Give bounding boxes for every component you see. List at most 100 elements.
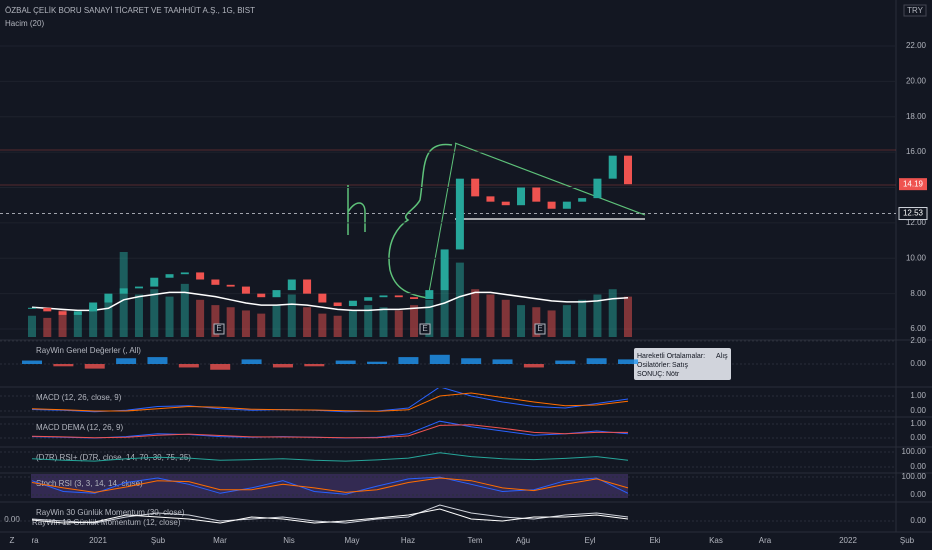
volume-bar	[28, 315, 36, 337]
candle	[455, 178, 464, 250]
volume-bar	[547, 310, 556, 337]
drawn-brace	[388, 143, 453, 299]
histogram-bar	[492, 359, 513, 364]
pane-title: Stoch RSI (3, 3, 14, 14, close)	[36, 479, 143, 488]
volume-bar	[425, 299, 434, 337]
y-tick-label: 0.00	[910, 359, 926, 368]
pane-title: RayWin 30 Günlük Momentum (30, close)	[36, 508, 185, 517]
volume-bar	[348, 310, 357, 337]
volume-bar	[58, 310, 67, 337]
histogram-bar	[116, 358, 137, 364]
tooltip: Hareketli Ortalamalar: Alış Osilatörler:…	[634, 348, 731, 380]
histogram-bar	[210, 364, 231, 370]
volume-bar	[241, 310, 250, 337]
y-tick-label: 0.00	[910, 516, 926, 525]
tooltip-key: Hareketli Ortalamalar:	[637, 353, 705, 360]
histogram-bar	[22, 360, 42, 364]
y-tick-label: 100.00	[902, 472, 927, 481]
histogram-bar	[304, 364, 325, 367]
candle	[562, 201, 571, 209]
candle	[257, 293, 266, 298]
x-tick-label: Tem	[467, 536, 482, 545]
volume-bar	[608, 289, 617, 337]
candle	[486, 196, 495, 202]
tooltip-box	[634, 348, 731, 380]
indicator-line	[31, 388, 629, 413]
x-tick-label: 2022	[839, 536, 857, 545]
candle	[28, 307, 36, 309]
candle	[593, 178, 602, 199]
y-tick-label: 6.00	[910, 324, 926, 333]
y-tick-label: 0.00	[910, 462, 926, 471]
volume-bar	[150, 289, 159, 337]
trendline	[427, 142, 457, 299]
candle	[196, 272, 205, 280]
volume-bar	[272, 305, 281, 337]
volume-bar	[257, 313, 266, 337]
y-tick-label: 18.00	[906, 112, 927, 121]
trendline	[454, 142, 646, 216]
currency-box[interactable]	[903, 4, 927, 17]
currency[interactable]: TRY	[907, 6, 924, 15]
price-marker	[899, 178, 927, 191]
volume-bar	[287, 294, 296, 337]
x-tick-label: Nis	[283, 536, 295, 545]
histogram-bar	[461, 358, 482, 364]
volume-bar	[501, 299, 510, 337]
timezone-button[interactable]: Z	[10, 536, 15, 545]
x-tick-label: Haz	[401, 536, 415, 545]
price-marker-label: 14.19	[903, 179, 924, 188]
candle	[272, 290, 281, 298]
volume-bar	[517, 305, 526, 337]
candle	[150, 277, 159, 287]
indicator-line	[31, 508, 629, 524]
event-box	[213, 323, 225, 335]
candle	[43, 307, 52, 312]
candle	[532, 187, 541, 202]
candle	[226, 284, 235, 287]
y-tick-label: 100.00	[902, 447, 927, 456]
histogram-bar	[272, 364, 293, 368]
y-tick-label: 2.00	[910, 336, 926, 345]
histogram-bar	[429, 354, 450, 364]
candle	[287, 279, 296, 291]
y-tick-label: 1.00	[910, 419, 926, 428]
x-tick-label: Ağu	[516, 536, 530, 545]
y-tick-label: 20.00	[906, 76, 927, 85]
volume-bar	[43, 317, 52, 337]
volume-bar	[333, 315, 342, 337]
volume-bar	[471, 289, 480, 337]
y-tick-label: 22.00	[906, 41, 927, 50]
event-marker: E	[537, 324, 542, 333]
histogram-bar	[178, 364, 199, 368]
tooltip-value: Nötr	[666, 371, 680, 378]
volume-bar	[211, 305, 220, 337]
event-marker: E	[422, 324, 427, 333]
volume-bar	[119, 252, 128, 337]
x-tick-label: May	[344, 536, 359, 545]
volume-bar	[593, 294, 602, 337]
candle	[624, 155, 632, 185]
tooltip-value: Alış	[716, 353, 728, 360]
candle	[471, 178, 480, 197]
candle	[608, 155, 617, 179]
histogram-bar	[335, 360, 356, 364]
histogram-bar	[147, 357, 168, 364]
candle	[73, 311, 82, 315]
histogram-bar	[53, 364, 74, 367]
symbol-title: ÖZBAL ÇELİK BORU SANAYİ TİCARET VE TAAHH…	[5, 6, 255, 15]
y-tick-label: 8.00	[910, 289, 926, 298]
volume-bar	[364, 305, 373, 337]
volume-bar	[165, 296, 174, 337]
candle	[165, 274, 174, 278]
volume-bar	[379, 307, 388, 337]
volume-bar	[134, 294, 143, 337]
histogram-bar	[586, 358, 607, 364]
x-tick-label: Mar	[213, 536, 227, 545]
volume-bar	[486, 294, 495, 337]
candle	[348, 300, 357, 307]
tooltip-value: Satış	[672, 362, 688, 369]
event-marker: E	[216, 324, 221, 333]
volume-bar	[318, 313, 327, 337]
